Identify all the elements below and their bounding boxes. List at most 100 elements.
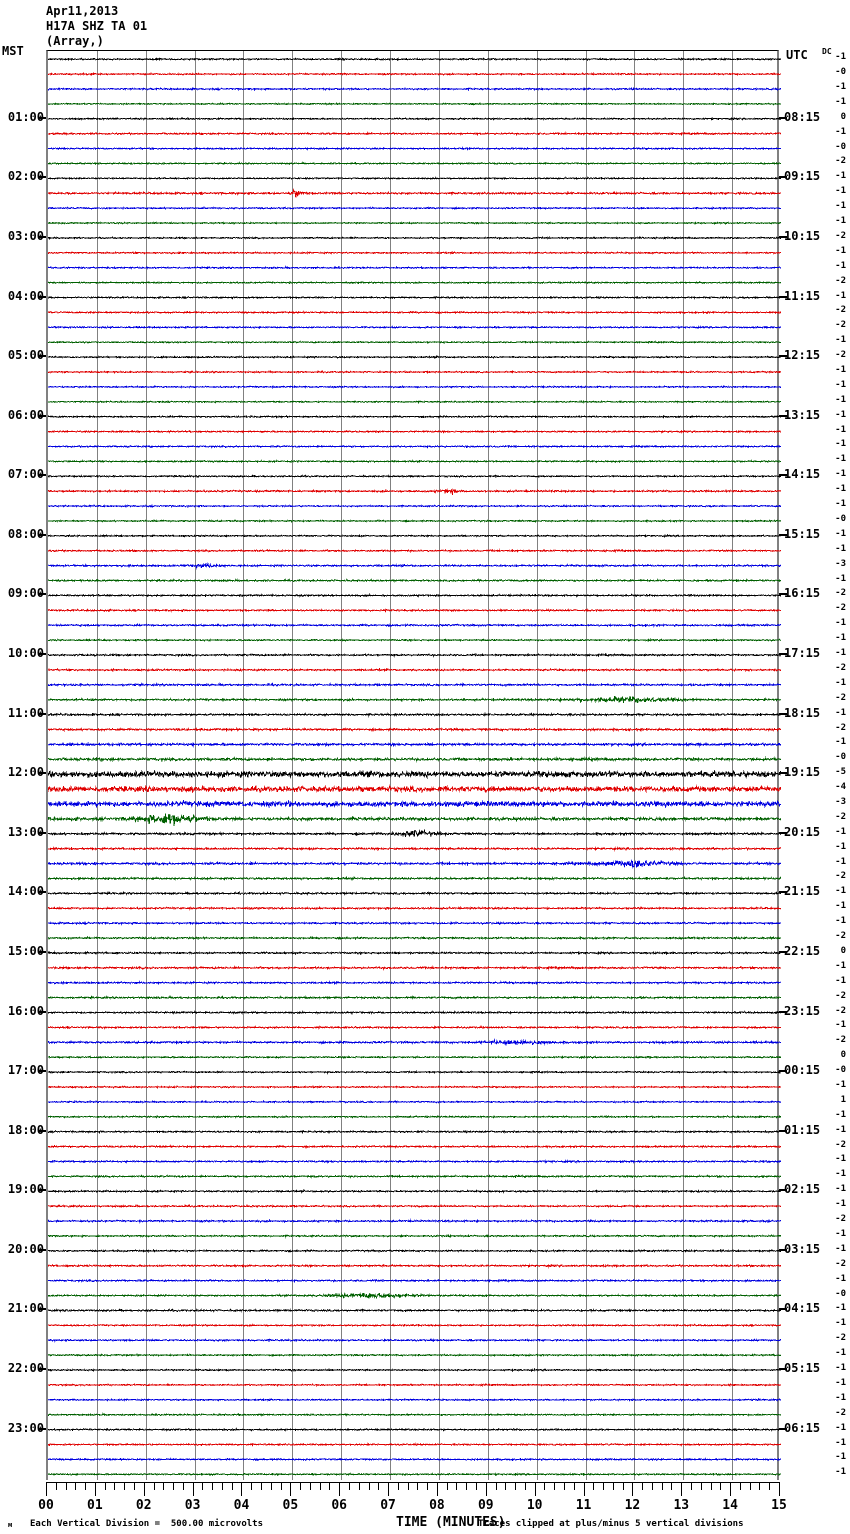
trace-row-34 [48,561,781,570]
utc-hour-label-2315: 23:15 [784,1003,821,1018]
utc-hour-label-1115: 11:15 [784,288,821,303]
dc-offset-row-9: -1 [835,186,846,197]
dc-offset-row-38: -1 [835,618,846,629]
trace-row-20 [48,355,781,360]
trace-row-25 [48,429,781,434]
utc-hour-label-2115: 21:15 [784,884,821,899]
header-date: Apr11,2013 [46,4,119,18]
utc-hour-tick-1 [779,176,787,179]
mst-hour-tick-13 [38,891,46,894]
dc-offset-row-8: -1 [835,171,846,182]
utc-hour-tick-2 [779,235,787,238]
utc-hour-tick-14 [779,950,787,953]
x-tick-label-03: 03 [184,1498,201,1513]
dc-offset-row-93: -1 [835,1437,846,1448]
mst-hour-label-1200: 12:00 [7,765,44,780]
utc-hour-label-1315: 13:15 [784,407,821,422]
dc-offset-row-90: -1 [835,1392,846,1403]
trace-row-29 [48,488,781,496]
dc-offset-row-57: -1 [835,901,846,912]
x-minor-tick-52 [554,1482,556,1490]
gridline-minute-8 [438,51,440,1480]
trace-row-88 [48,1367,781,1373]
utc-hour-tick-8 [779,593,787,596]
trace-row-93 [48,1442,781,1447]
dc-offset-row-55: -2 [835,871,846,882]
trace-row-67 [48,1055,781,1060]
x-tick-label-00: 00 [38,1498,54,1513]
utc-hour-tick-7 [779,533,787,536]
dc-offset-row-3: -1 [835,96,846,107]
dc-offset-row-6: -0 [835,141,846,152]
mst-hour-label-0300: 03:00 [7,228,44,243]
mst-hour-label-0600: 06:00 [7,407,44,422]
x-tick-label-02: 02 [135,1498,152,1513]
dc-offset-row-5: -1 [835,126,846,137]
dc-offset-row-52: -1 [835,826,846,837]
x-minor-tick-41 [446,1482,448,1490]
mst-hour-label-1700: 17:00 [7,1063,44,1078]
dc-offset-row-91: -2 [835,1407,846,1418]
x-major-tick-45 [485,1482,487,1496]
dc-offset-row-72: -1 [835,1124,846,1135]
dc-offset-row-4: 0 [840,111,846,122]
x-major-tick-25 [290,1482,292,1496]
utc-hour-label-0815: 08:15 [784,109,821,124]
x-major-tick-5 [94,1482,96,1496]
mst-hour-tick-3 [38,295,46,298]
trace-row-80 [48,1248,781,1254]
dc-offset-row-1: -0 [835,67,846,78]
trace-row-24 [48,414,781,419]
utc-hour-tick-4 [779,355,787,358]
dc-offset-row-85: -1 [835,1318,846,1329]
trace-row-28 [48,474,781,479]
trace-row-44 [48,712,781,718]
mst-hour-label-1600: 16:00 [7,1003,44,1018]
utc-hour-label-0415: 04:15 [784,1301,821,1316]
trace-row-36 [48,593,781,598]
dc-offset-row-28: -1 [835,469,846,480]
gridline-minute-7 [390,51,392,1480]
trace-row-14 [48,265,781,270]
dc-offset-row-73: -2 [835,1139,846,1150]
x-minor-tick-6 [104,1482,106,1490]
utc-hour-label-1615: 16:15 [784,586,821,601]
dc-offset-row-32: -1 [835,528,846,539]
dc-offset-row-88: -1 [835,1363,846,1374]
dc-offset-row-23: -1 [835,394,846,405]
trace-row-10 [48,206,781,211]
mst-hour-tick-14 [38,950,46,953]
x-minor-tick-43 [466,1482,468,1490]
dc-offset-row-92: -1 [835,1422,846,1433]
x-major-tick-75 [779,1482,780,1496]
x-minor-tick-38 [417,1482,419,1490]
trace-row-17 [48,310,781,315]
helicorder-plot-area[interactable] [46,50,781,1480]
dc-offset-row-76: -1 [835,1184,846,1195]
x-axis-ticks [46,1482,780,1498]
mst-hour-label-1400: 14:00 [7,884,44,899]
x-minor-tick-44 [476,1482,478,1490]
x-minor-tick-39 [427,1482,429,1490]
x-tick-label-01: 01 [87,1498,103,1513]
x-minor-tick-26 [300,1482,302,1490]
utc-hour-tick-16 [779,1070,787,1073]
trace-row-83 [48,1291,781,1300]
dc-offset-row-19: -1 [835,335,846,346]
utc-hour-label-0915: 09:15 [784,169,821,184]
dc-offset-row-11: -1 [835,216,846,227]
dc-offset-row-20: -2 [835,350,846,361]
trace-row-9 [48,188,781,198]
x-minor-tick-48 [515,1482,517,1490]
dc-offset-row-94: -1 [835,1452,846,1463]
trace-row-92 [48,1427,781,1432]
mst-hour-label-1800: 18:00 [7,1122,44,1137]
dc-offset-row-15: -2 [835,275,846,286]
mst-hour-label-0200: 02:00 [7,169,44,184]
dc-offset-row-80: -1 [835,1243,846,1254]
mst-hour-label-2300: 23:00 [7,1420,44,1435]
x-tick-label-06: 06 [331,1498,348,1513]
x-minor-tick-34 [378,1482,380,1490]
x-minor-tick-14 [182,1482,184,1490]
dc-offset-row-78: -2 [835,1214,846,1225]
